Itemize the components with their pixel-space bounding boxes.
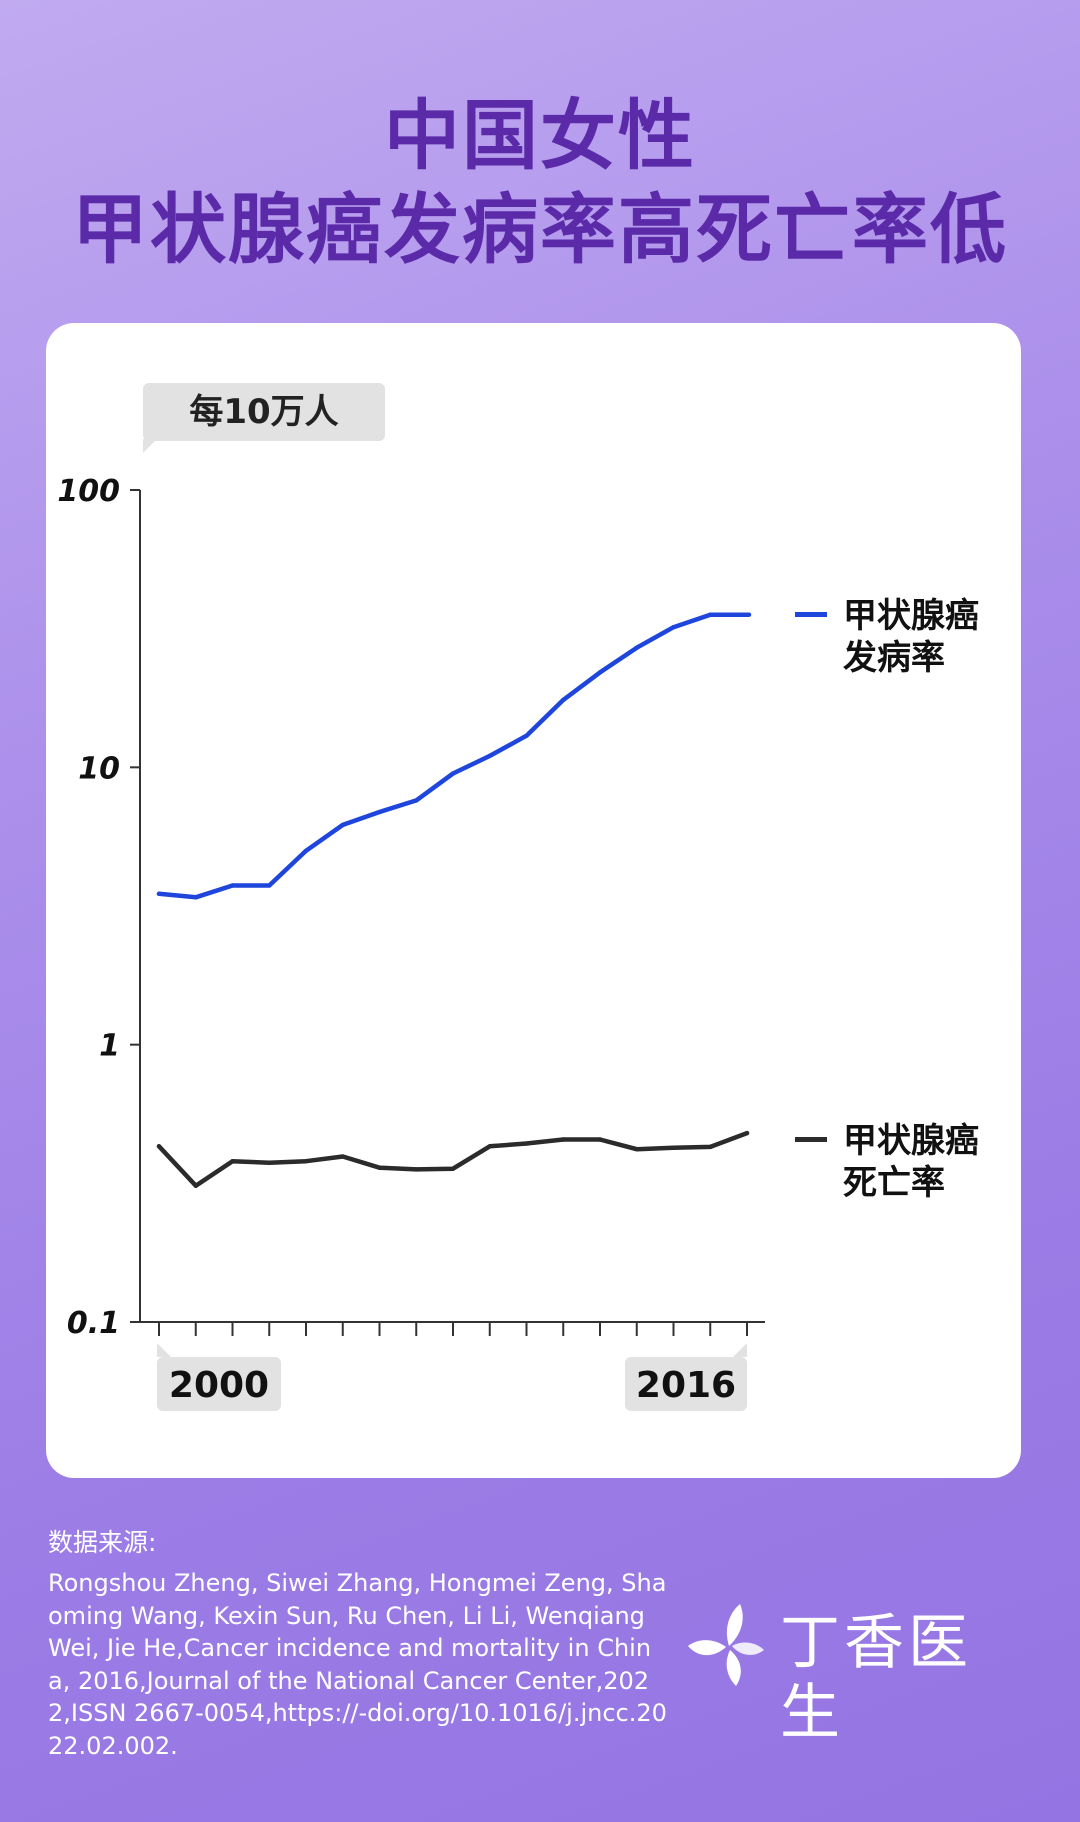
y-unit-label: 每10万人 [143,383,385,441]
y-unit-label-tail [143,439,157,453]
page-title-line-1: 中国女性 [384,91,696,180]
brand-logo: 丁香医生 [684,1600,1029,1748]
chart-card [46,323,1021,1478]
x-start-label-tail [157,1343,171,1357]
brand-name: 丁香医生 [780,1608,972,1748]
source-label: 数据来源: [48,1528,157,1557]
legend-swatch-mortality [795,1137,827,1142]
x-end-label-tail [733,1343,747,1357]
legend-label-mortality-line1: 甲状腺癌 [843,1121,979,1161]
legend-label-incidence-line1: 甲状腺癌 [843,596,979,636]
legend-label-mortality-line2: 死亡率 [843,1163,945,1203]
legend-label-incidence-line2: 发病率 [843,638,945,678]
page-title-line-2: 甲状腺癌发病率高死亡率低 [72,185,1008,274]
x-end-label: 2016 [625,1357,747,1411]
x-start-label: 2000 [157,1357,281,1411]
source-citation: Rongshou Zheng, Siwei Zhang, Hongmei Zen… [48,1569,667,1760]
legend-swatch-incidence [795,612,827,617]
lilac-flower-icon [688,1604,764,1686]
